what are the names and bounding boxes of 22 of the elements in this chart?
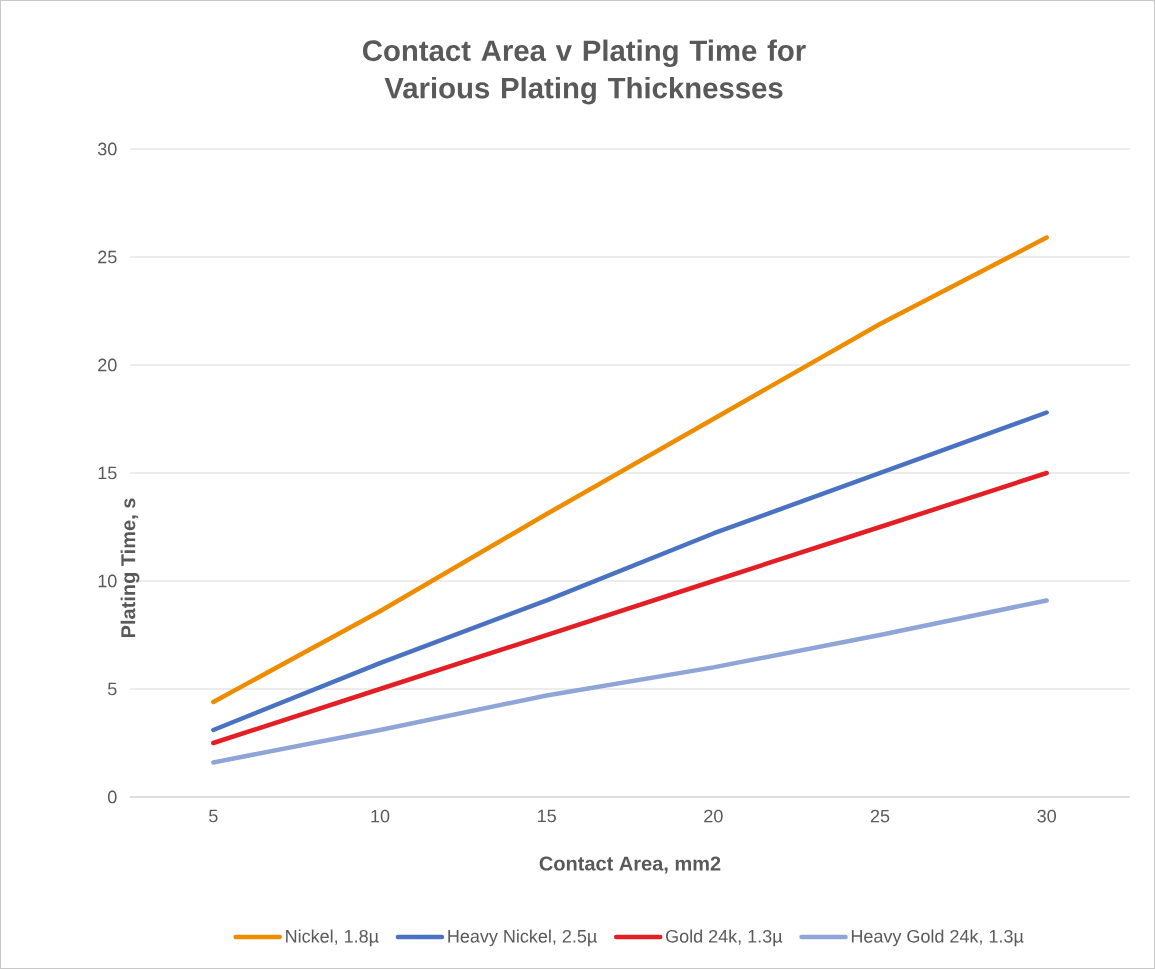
- legend-label: Nickel, 1.8µ: [286, 929, 379, 947]
- y-tick-label: 25: [98, 250, 117, 264]
- y-tick-label: 5: [108, 682, 117, 696]
- y-axis-title: Plating Time, s: [120, 498, 140, 638]
- x-tick-label: 5: [209, 809, 218, 823]
- y-tick-label: 20: [98, 358, 117, 372]
- chart-title: Contact Area v Plating Time for Various Plating Thicknesses: [363, 39, 806, 105]
- x-tick-label: 30: [1037, 809, 1056, 823]
- x-axis-title: Contact Area, mm2: [539, 856, 721, 874]
- x-tick-label: 10: [371, 809, 390, 823]
- legend-label: Heavy Gold 24k, 1.3µ: [851, 929, 1024, 947]
- line-series: [211, 598, 1049, 765]
- x-tick-label: 20: [704, 809, 723, 823]
- y-tick-label: 15: [98, 466, 117, 480]
- y-tick-label: 30: [97, 142, 117, 156]
- y-tick-label: 10: [98, 574, 117, 588]
- x-tick-label: 25: [870, 809, 890, 823]
- x-tick-label: 15: [538, 809, 556, 823]
- legend-label: Gold 24k, 1.3µ: [666, 929, 783, 947]
- legend-label: Heavy Nickel, 2.5µ: [448, 929, 597, 947]
- line-series: [211, 235, 1049, 705]
- y-tick-label: 0: [108, 790, 117, 804]
